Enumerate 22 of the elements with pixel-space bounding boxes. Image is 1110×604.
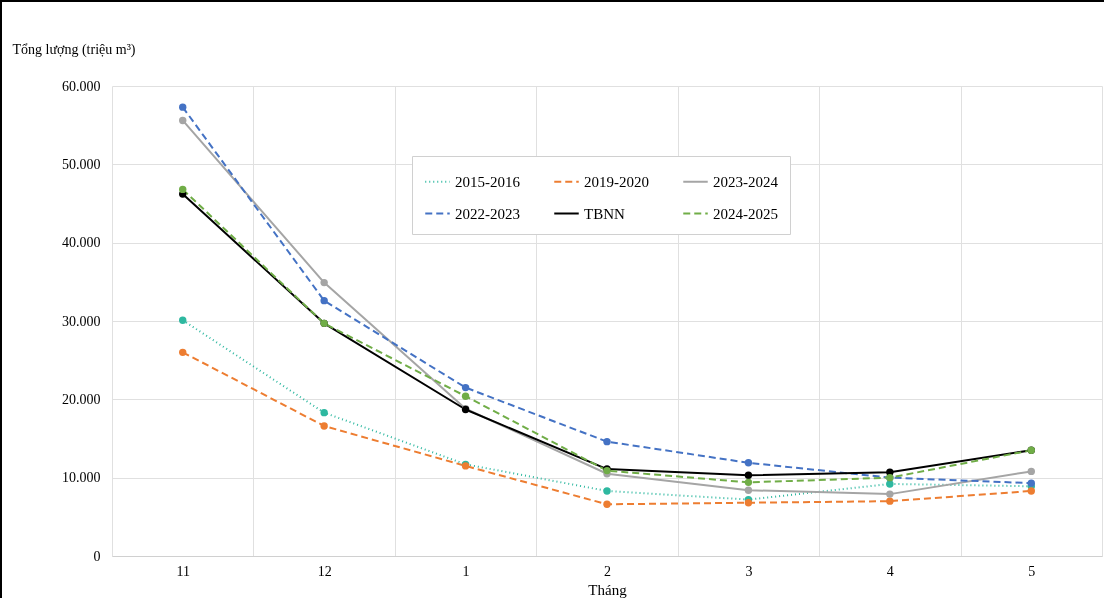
x-tick-label: 5 (1028, 563, 1036, 579)
legend-label: 2022-2023 (455, 205, 520, 222)
legend-label: 2019-2020 (584, 173, 649, 190)
y-tick-label: 40.000 (62, 235, 101, 251)
y-tick-label: 60.000 (62, 78, 101, 94)
x-tick-label: 11 (176, 563, 190, 579)
legend-label: TBNN (584, 205, 625, 222)
x-tick-label: 4 (886, 563, 894, 579)
y-tick-label: 0 (93, 548, 101, 564)
x-tick-label: 3 (745, 563, 753, 579)
x-tick-label: 2 (604, 563, 611, 579)
y-tick-label: 50.000 (62, 156, 101, 172)
y-tick-label: 30.000 (62, 313, 101, 329)
legend-label: 2015-2016 (455, 173, 521, 190)
y-axis-title: Tổng lượng (triệu m³) (12, 41, 136, 58)
x-tick-label: 1 (462, 563, 470, 579)
x-axis-title: Tháng (588, 581, 628, 598)
legend-label: 2023-2024 (713, 173, 779, 190)
x-tick-label: 12 (317, 563, 332, 579)
legend-label: 2024-2025 (713, 205, 778, 222)
y-tick-label: 20.000 (62, 391, 101, 407)
y-tick-label: 10.000 (62, 470, 101, 486)
